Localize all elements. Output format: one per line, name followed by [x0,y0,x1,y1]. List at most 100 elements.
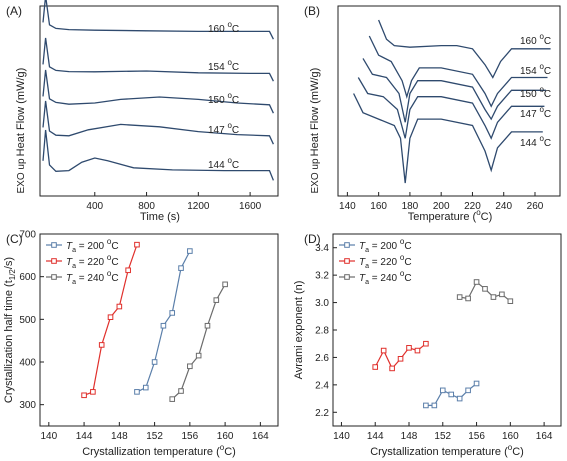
panel-a-x-tick-label: 1200 [187,201,210,212]
panel-c-data-point [195,352,202,359]
unit-superscript: o [227,91,232,100]
panel-d-data-point [423,402,429,409]
panel-c-y-tick-label: 500 [19,315,36,326]
unit-letter: C [544,109,551,120]
panel-b-x-tick-label: 140 [339,201,356,212]
panel-c-data-point [151,359,158,365]
panel-a-series-label: 147 oC [208,121,239,136]
panel-c-x-tick-label: 148 [111,431,128,442]
unit-letter: C [232,62,239,73]
panel-b-series-label: 147 oC [520,105,551,120]
unit-letter: C [544,36,551,47]
panel-c-legend-marker [51,274,57,280]
unit-superscript: o [400,253,405,262]
unit-letter: C [404,241,411,252]
panel-b-series-line [353,93,543,184]
panel-c-data-point [134,241,140,248]
panel-c-y-tick-label: 400 [19,358,36,369]
panel-a-letter: (A) [6,4,22,18]
legend-subscript: a [72,263,76,270]
panel-d-y-tick-label: 2.8 [315,326,329,337]
panel-d-x-tick-label: 156 [468,431,485,442]
panel-d-legend-label: Ta = 240 oC [359,269,412,286]
unit-letter: C) [224,446,236,458]
panel-d-data-point [414,347,421,354]
panel-b-letter: (B) [304,4,320,18]
panel-a-x-axis-title: Time (s) [140,211,180,223]
panel-a-x-tick-label: 800 [138,201,155,212]
panel-d-x-tick-label: 152 [434,431,451,442]
panel-b-series-label: 144 oC [520,134,551,149]
panel-d-y-tick-label: 3.2 [315,271,329,282]
panel-b-series-label: 154 oC [520,62,551,77]
unit-letter: C [111,241,118,252]
panel-c-legend-marker [51,242,57,248]
legend-variable: T [66,273,73,284]
panel-c-x-tick-label: 152 [146,431,163,442]
panel-d-data-point [482,286,488,292]
unit-letter: C [232,125,239,136]
panel-c-y-tick-label: 300 [19,400,36,411]
panel-b-x-tick-label: 200 [433,201,450,212]
panel-c-data-point [98,342,105,348]
unit-superscript: o [539,32,544,41]
legend-subscript: a [365,279,369,286]
panel-a-series-label: 154 oC [208,58,239,73]
panel-a-series-line [42,69,274,114]
panel-d-x-axis-title: Crystallization temperature (oC) [370,443,524,458]
panel-c-data-point [116,303,123,310]
panel-c-x-tick-label: 140 [40,431,57,442]
legend-value: = 240 [369,273,400,284]
panel-d-data-point [389,365,395,372]
panel-c-data-point [142,384,149,391]
unit-letter: C [232,160,239,171]
panel-a-series-label: 160 oC [208,20,239,35]
unit-letter: C) [481,211,493,223]
panel-d-data-point [406,345,412,351]
panel-c-x-tick-label: 144 [76,431,93,442]
panel-d-legend-marker [344,274,350,280]
legend-subscript: a [365,263,369,270]
unit-superscript: o [400,269,405,278]
panel-d-data-point [431,402,438,409]
legend-variable: T [359,273,366,284]
panel-c-legend-label: Ta = 200 oC [66,237,119,254]
panel-d-data-point [397,356,404,362]
panel-c-data-point [187,248,193,254]
panel-b-frame [337,5,561,197]
panel-c-data-point [169,396,176,402]
panel-c-data-point [178,265,184,271]
legend-subscript: a [72,247,76,254]
unit-letter: C [232,95,239,106]
panel-c-x-tick-label: 156 [182,431,199,442]
legend-value: = 200 [369,241,400,252]
panel-c-y-tick-label: 700 [19,230,36,241]
panel-a-series-line [42,129,275,181]
legend-variable: T [359,241,366,252]
ylabel-subscript: 1/2 [8,269,17,281]
panel-d-x-tick-label: 144 [367,431,384,442]
panel-d-legend-marker [344,242,350,248]
panel-b-x-tick-label: 220 [464,201,481,212]
unit-superscript: o [539,105,544,114]
unit-letter: C [544,66,551,77]
panel-d-x-tick-label: 160 [502,431,519,442]
panel-c-x-tick-label: 164 [252,431,269,442]
panel-d-data-point [507,298,514,304]
panel-d-data-point [448,391,455,398]
legend-value: = 220 [369,257,400,268]
panel-c-data-point [222,281,228,288]
legend-variable: T [66,241,73,252]
panel-c-x-tick-label: 160 [217,431,234,442]
unit-letter: C [544,138,551,149]
panel-a-series-label: 150 oC [208,91,239,106]
panel-d-legend-label: Ta = 200 oC [359,237,412,254]
panel-d-x-tick-label: 148 [401,431,418,442]
panel-d-y-tick-label: 2.6 [315,353,329,364]
unit-superscript: o [227,121,232,130]
panel-b-series-line [368,35,548,108]
unit-letter: C [111,257,118,268]
unit-superscript: o [476,208,481,217]
unit-superscript: o [539,62,544,71]
